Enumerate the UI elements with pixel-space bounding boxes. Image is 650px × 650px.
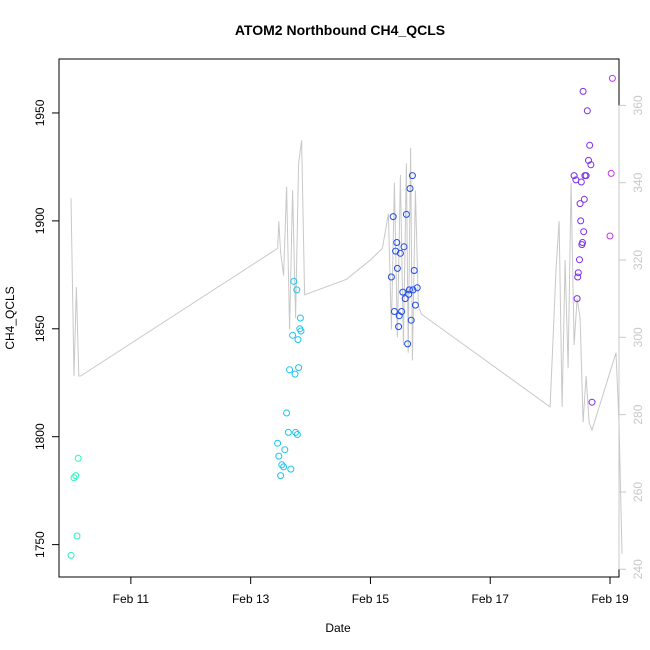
data-point-flight-2-13 (292, 428, 300, 436)
data-point-flight-2-6 (283, 409, 291, 417)
x-tick-label-1: Feb 11 (113, 592, 150, 606)
data-point-flight-5-0 (606, 232, 614, 240)
data-point-flight-2-5 (281, 446, 289, 454)
data-point-flight-3-9 (398, 308, 406, 315)
data-point-flight-4-5 (576, 256, 583, 264)
data-point-flight-1-4 (74, 454, 82, 462)
data-point-flight-2-17 (295, 364, 303, 372)
data-point-flight-2-11 (290, 277, 298, 285)
x-axis-label: Date (325, 621, 351, 635)
data-point-flight-3-5 (393, 264, 401, 272)
secondary-tick-label-340: 340 (631, 172, 645, 192)
secondary-tick-label-360: 360 (631, 95, 645, 115)
data-point-flight-2-8 (286, 366, 294, 374)
secondary-tick-label-320: 320 (631, 250, 645, 270)
data-point-flight-4-15 (582, 172, 590, 180)
x-tick-label-3: Feb 13 (232, 592, 270, 606)
data-point-flight-1-3 (73, 532, 81, 540)
data-point-flight-3-10 (399, 288, 407, 296)
data-point-flight-3-11 (400, 243, 408, 251)
data-point-flight-3-19 (408, 172, 416, 180)
y-tick-label-1900: 1900 (33, 207, 47, 234)
data-point-flight-3-22 (411, 301, 419, 309)
data-point-flight-5-1 (607, 169, 615, 177)
x-tick-label-5: Feb 15 (352, 592, 390, 606)
secondary-tick-label-260: 260 (631, 482, 645, 502)
secondary-tick-label-240: 240 (631, 559, 645, 579)
data-point-flight-2-19 (296, 314, 304, 322)
data-point-flight-2-14 (293, 286, 301, 294)
data-point-flight-2-20 (297, 327, 305, 335)
data-point-flight-3-21 (410, 267, 418, 274)
data-point-flight-4-11 (579, 87, 587, 95)
data-point-flight-3-14 (404, 340, 412, 348)
data-point-flight-4-2 (573, 295, 581, 303)
series-flight-1 (67, 454, 82, 559)
data-point-flight-4-12 (580, 228, 588, 236)
data-point-flight-1-2 (72, 472, 80, 480)
y-tick-label-1850: 1850 (33, 315, 47, 342)
secondary-series-line (70, 140, 623, 554)
data-point-flight-2-2 (277, 472, 285, 480)
data-point-flight-4-3 (574, 273, 582, 281)
data-point-flight-3-16 (405, 286, 413, 294)
data-point-flight-2-10 (289, 331, 297, 339)
data-point-flight-2-12 (291, 370, 299, 378)
secondary-tick-label-280: 280 (631, 404, 645, 424)
data-point-flight-3-20 (409, 286, 417, 294)
series-flight-4 (570, 87, 596, 406)
y-axis-label: CH4_QCLS (3, 286, 17, 349)
data-point-flight-2-15 (293, 431, 301, 438)
secondary-tick-label-300: 300 (631, 327, 645, 347)
data-point-flight-4-13 (580, 195, 588, 203)
data-point-flight-4-8 (577, 178, 585, 186)
axes: Feb 11 Feb 13 Feb 15 Feb 17 Feb 19 1750 1800 18… (33, 95, 645, 606)
y-tick-label-1950: 1950 (33, 99, 47, 126)
data-point-flight-3-17 (406, 185, 414, 192)
series-flight-3 (387, 172, 421, 348)
data-point-flight-3-6 (395, 323, 403, 331)
data-point-flight-4-16 (583, 107, 591, 115)
data-point-flight-2-7 (284, 428, 292, 436)
data-point-flight-3-12 (401, 295, 409, 303)
data-point-flight-4-4 (574, 269, 582, 277)
data-point-flight-1-0 (67, 551, 75, 559)
data-point-flight-3-8 (396, 249, 404, 257)
series-flight-5 (606, 74, 616, 240)
data-point-flight-2-3 (278, 461, 286, 469)
data-point-flight-4-6 (576, 200, 584, 208)
data-point-flight-4-7 (577, 217, 585, 225)
data-point-flight-2-9 (287, 465, 295, 473)
data-point-flight-4-0 (570, 172, 578, 180)
data-point-flight-4-19 (587, 161, 595, 169)
data-point-flight-3-18 (407, 316, 415, 324)
series-flight-2 (274, 277, 305, 480)
data-point-flight-1-1 (70, 474, 78, 482)
plot-area (67, 74, 623, 559)
x-tick-label-7: Feb 17 (472, 592, 510, 606)
chart-title: ATOM2 Northbound CH4_QCLS (235, 22, 445, 38)
x-tick-label-9: Feb 19 (591, 592, 629, 606)
data-point-flight-3-2 (390, 308, 398, 315)
data-point-flight-3-23 (413, 284, 421, 292)
data-point-flight-4-18 (586, 141, 594, 149)
data-point-flight-3-0 (387, 273, 395, 281)
data-point-flight-2-0 (274, 439, 282, 447)
data-point-flight-5-2 (608, 74, 616, 82)
y-tick-label-1800: 1800 (33, 423, 47, 450)
data-point-flight-3-13 (402, 210, 410, 218)
data-point-flight-2-4 (280, 463, 288, 471)
y-tick-label-1750: 1750 (33, 531, 47, 558)
data-point-flight-2-1 (275, 452, 283, 460)
data-point-flight-4-10 (579, 239, 586, 246)
data-point-flight-3-15 (405, 290, 413, 298)
data-point-flight-2-16 (294, 336, 302, 344)
data-point-flight-3-1 (389, 213, 397, 221)
data-point-flight-3-4 (393, 239, 401, 246)
data-point-flight-4-20 (588, 398, 596, 406)
